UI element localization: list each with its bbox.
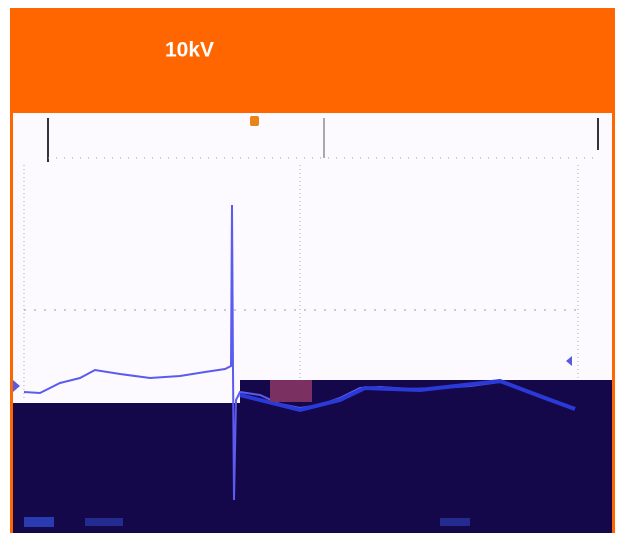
scope-screen [13, 113, 612, 533]
status-block [270, 380, 312, 402]
slide: 10kV [0, 0, 619, 533]
trigger-marker [250, 116, 259, 126]
status-block [440, 518, 470, 526]
status-block [24, 517, 54, 527]
status-block [85, 518, 123, 526]
page: 10kV (() => { const data = JSON.parse(do… [0, 0, 619, 533]
slide-title: 10kV [165, 39, 214, 62]
